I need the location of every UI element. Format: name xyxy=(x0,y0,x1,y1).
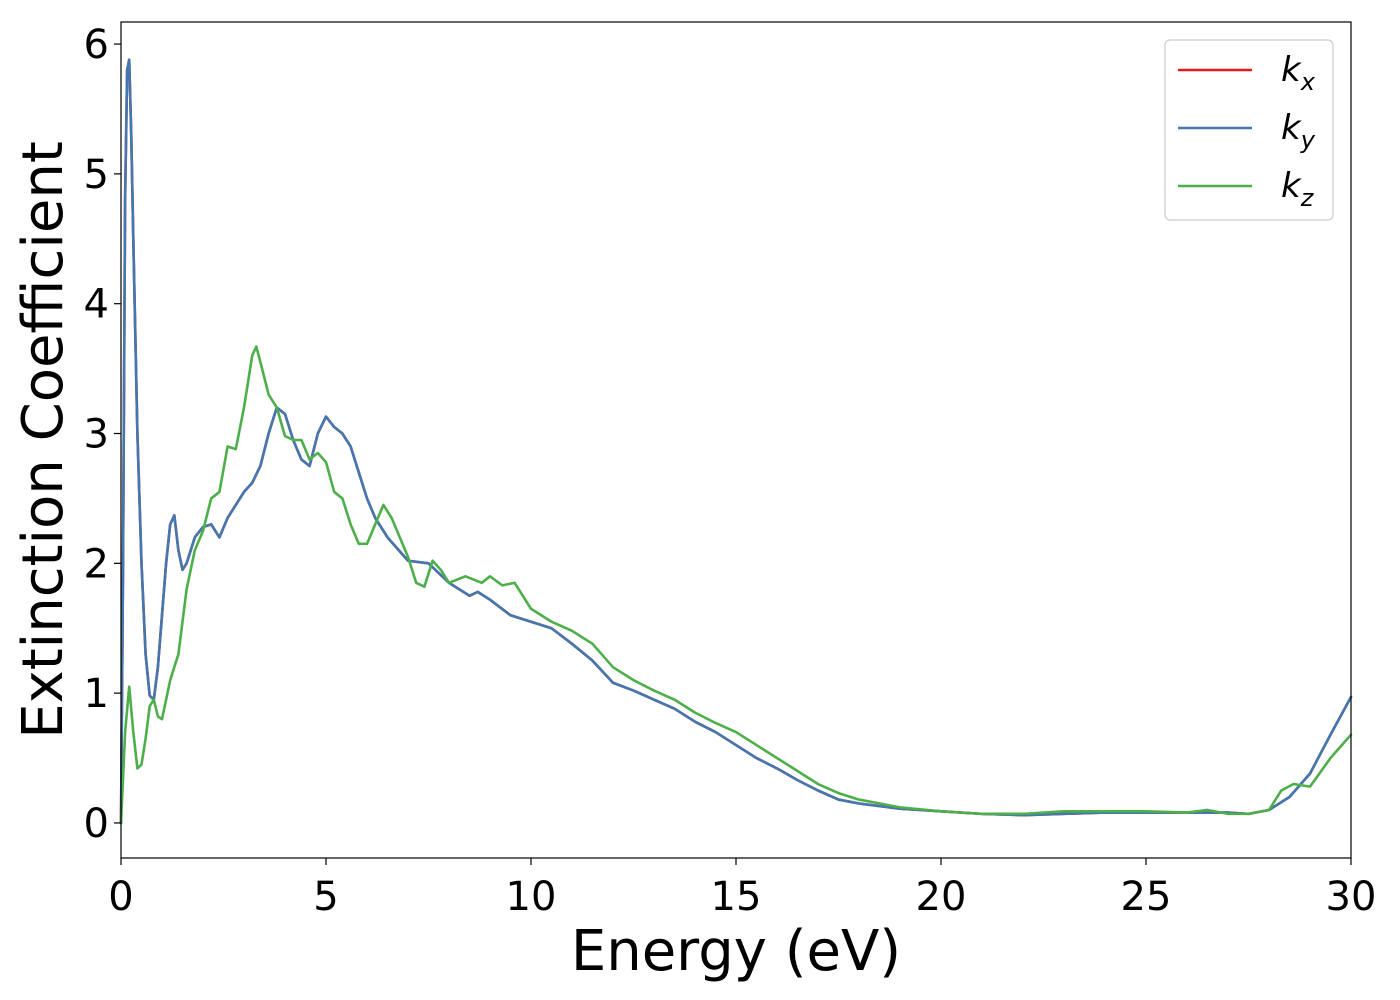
y-tick-label: 6 xyxy=(84,22,109,68)
series-line-k-z xyxy=(119,345,1353,825)
x-tick-label: 25 xyxy=(1121,874,1172,920)
y-axis-label: Extinction Coefficient xyxy=(11,141,76,739)
plot-area xyxy=(121,22,1351,858)
x-tick-label: 30 xyxy=(1326,874,1377,920)
y-tick-label: 4 xyxy=(84,282,109,328)
x-axis-label: Energy (eV) xyxy=(571,919,901,984)
legend-frame xyxy=(1164,39,1334,221)
y-tick-label: 5 xyxy=(84,152,109,198)
y-tick-label: 3 xyxy=(84,412,109,458)
series-layer xyxy=(119,58,1353,825)
x-tick-label: 20 xyxy=(916,874,967,920)
x-tick-label: 0 xyxy=(108,874,133,920)
x-tick-label: 5 xyxy=(313,874,338,920)
x-tick-label: 15 xyxy=(711,874,762,920)
y-tick-label: 0 xyxy=(84,801,109,847)
y-axis-ticks: 0 1 2 3 4 5 6 xyxy=(84,22,121,847)
y-tick-label: 1 xyxy=(84,671,109,717)
y-tick-label: 2 xyxy=(84,541,109,587)
x-axis-ticks: 0 5 10 15 20 25 30 xyxy=(108,858,1376,920)
x-tick-label: 10 xyxy=(506,874,557,920)
